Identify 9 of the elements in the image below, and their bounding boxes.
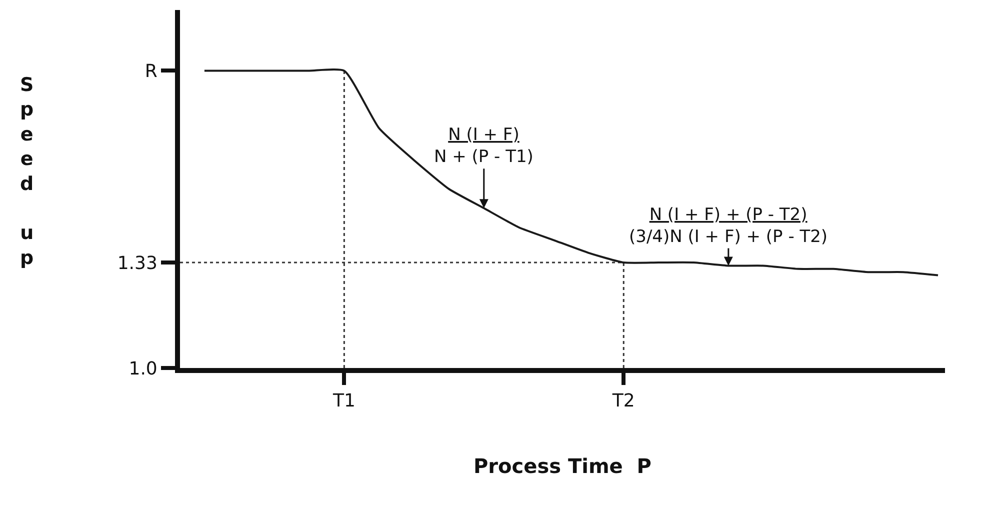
x-tick-label: T1 xyxy=(332,390,356,412)
annotation: N (I + F) + (P - T2) (3/4)N (I + F) + (P - T2) xyxy=(629,205,828,248)
annotation: N (I + F) N + (P - T1) xyxy=(434,125,534,168)
x-axis-title: Process Time P xyxy=(474,454,652,478)
y-tick-label: 1.33 xyxy=(117,252,158,274)
text: Speed up xyxy=(20,74,34,269)
y-tick-label: R xyxy=(144,61,158,82)
x-tick-label: T2 xyxy=(611,390,635,412)
y-tick-label: 1.0 xyxy=(128,358,158,380)
